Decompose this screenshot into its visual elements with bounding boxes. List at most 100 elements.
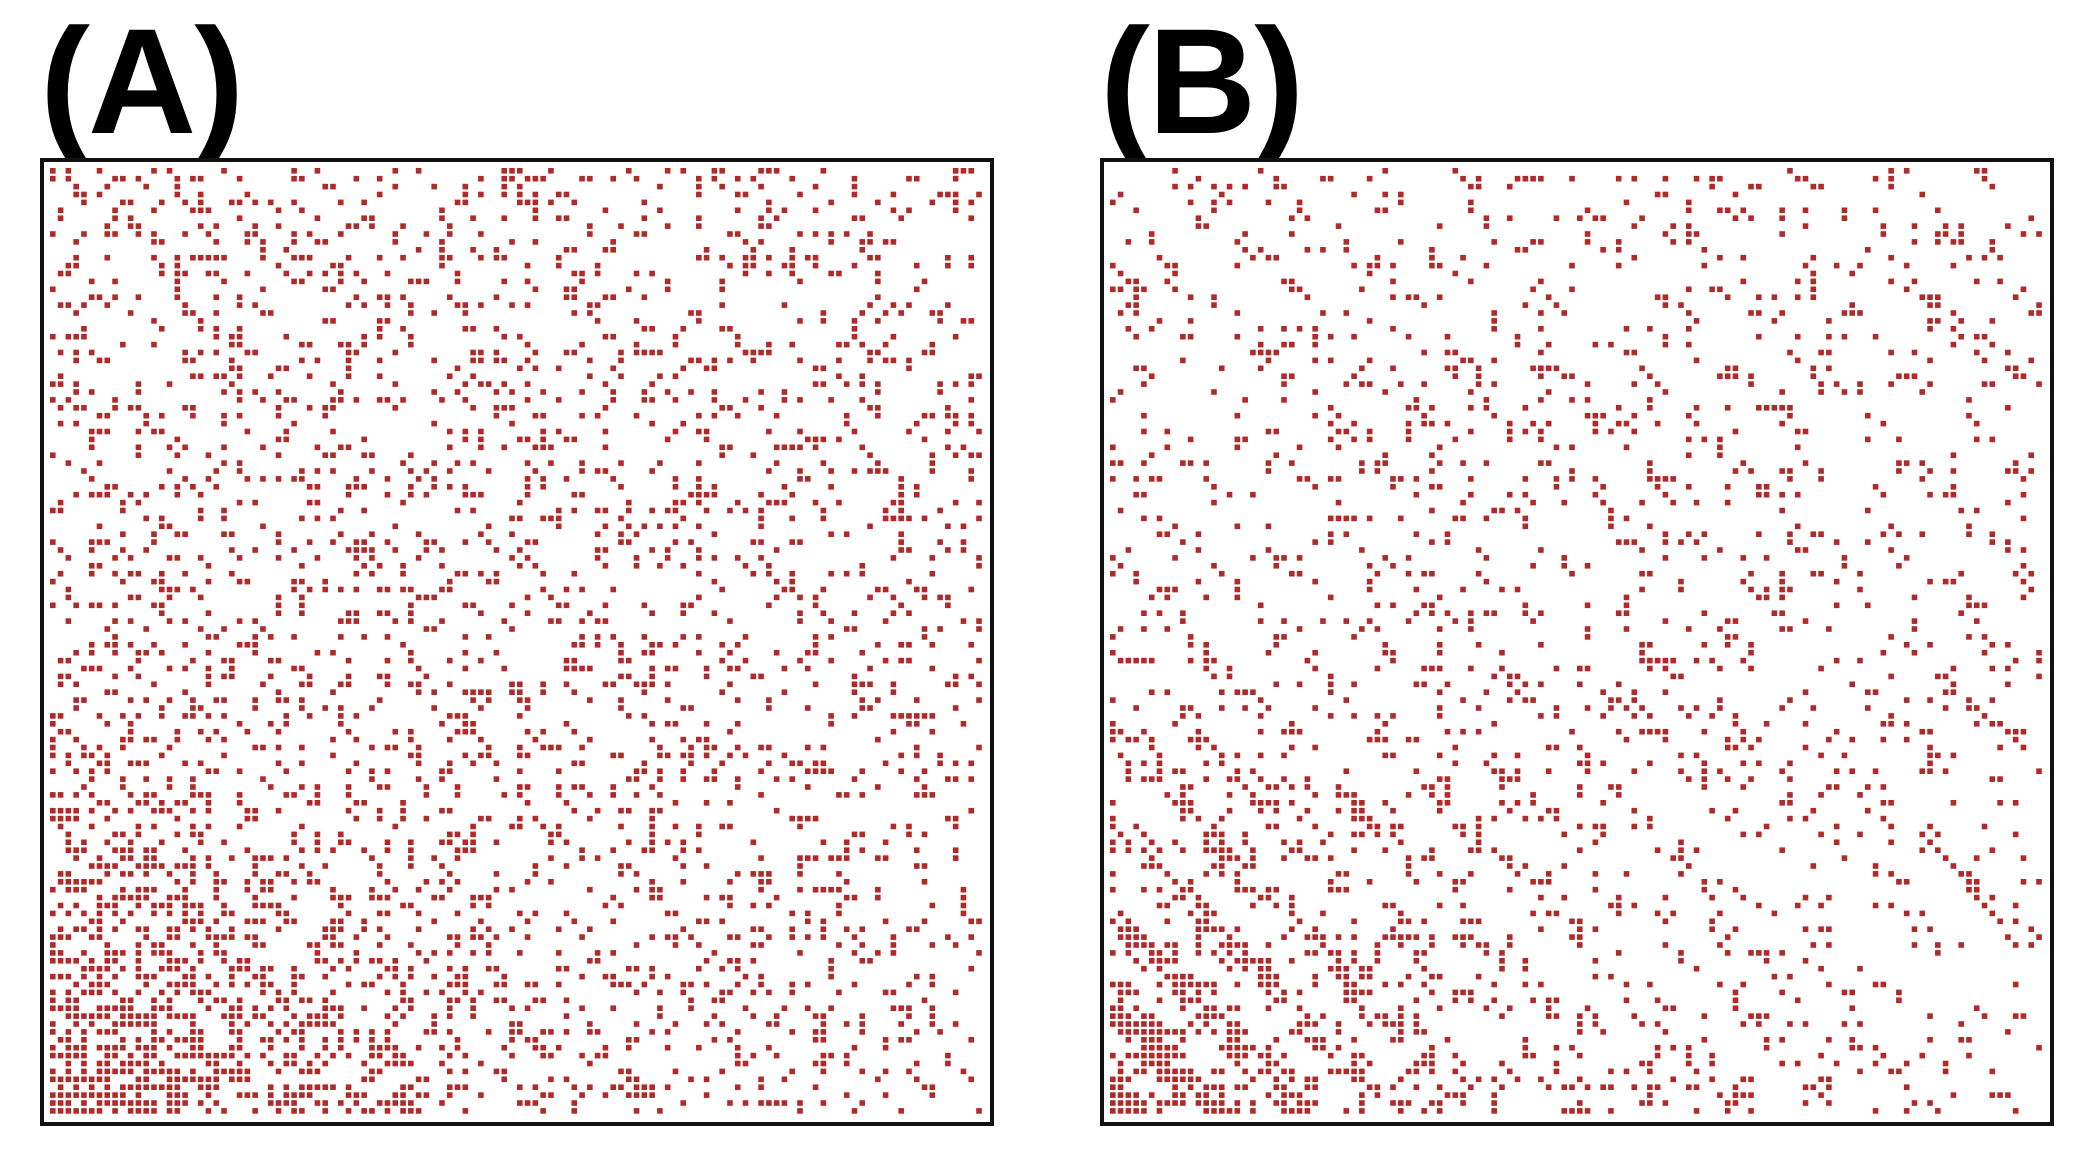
matrix-dot xyxy=(1218,689,1225,695)
matrix-dot xyxy=(361,452,367,458)
matrix-dot xyxy=(446,768,453,774)
matrix-dot xyxy=(571,570,578,577)
panel-b-matrix xyxy=(1100,158,2054,1126)
matrix-dot xyxy=(509,420,515,427)
matrix-dot xyxy=(766,879,772,885)
matrix-dot xyxy=(1911,278,1918,285)
matrix-dot xyxy=(1351,815,1357,822)
matrix-dot xyxy=(828,531,834,537)
matrix-dot xyxy=(384,586,391,593)
matrix-dot xyxy=(1880,223,1887,229)
matrix-dot xyxy=(50,752,56,759)
matrix-dot xyxy=(1662,918,1669,925)
matrix-dot xyxy=(337,199,344,206)
matrix-dot xyxy=(1250,349,1256,356)
matrix-dot xyxy=(1359,547,1365,553)
matrix-dot xyxy=(906,610,912,616)
matrix-dot xyxy=(166,1044,173,1051)
matrix-dot xyxy=(1678,302,1684,308)
matrix-dot xyxy=(470,491,476,498)
matrix-dot xyxy=(369,705,375,711)
matrix-dot xyxy=(408,618,414,624)
matrix-dot xyxy=(221,879,227,885)
matrix-dot xyxy=(1794,294,1801,300)
matrix-dot xyxy=(283,697,290,703)
matrix-dot xyxy=(1685,223,1692,229)
matrix-dot xyxy=(88,491,95,498)
matrix-dot xyxy=(174,926,181,932)
matrix-dot xyxy=(314,357,321,364)
matrix-dot xyxy=(135,902,142,909)
matrix-dot xyxy=(1312,981,1318,988)
matrix-dot xyxy=(1748,776,1754,782)
matrix-dot xyxy=(649,507,655,514)
matrix-dot xyxy=(680,420,687,427)
matrix-dot xyxy=(330,1084,336,1090)
matrix-dot xyxy=(875,278,881,285)
matrix-dot xyxy=(758,673,764,680)
matrix-dot xyxy=(781,752,788,759)
matrix-dot xyxy=(836,942,842,948)
matrix-dot xyxy=(384,302,391,308)
matrix-dot xyxy=(587,231,593,237)
matrix-dot xyxy=(1802,618,1809,624)
matrix-dot xyxy=(408,302,414,308)
matrix-dot xyxy=(291,973,297,980)
matrix-dot xyxy=(812,768,819,774)
matrix-dot xyxy=(1421,665,1427,672)
matrix-dot xyxy=(50,1021,56,1027)
matrix-dot xyxy=(672,397,679,403)
matrix-dot xyxy=(742,397,749,403)
matrix-dot xyxy=(376,1044,383,1051)
matrix-dot xyxy=(703,365,710,372)
matrix-dot xyxy=(1592,215,1599,221)
matrix-dot xyxy=(929,942,936,948)
matrix-dot xyxy=(1545,871,1552,877)
matrix-dot xyxy=(1903,262,1910,269)
matrix-dot xyxy=(439,863,445,869)
matrix-dot xyxy=(618,515,624,522)
matrix-dot xyxy=(143,863,149,869)
matrix-dot xyxy=(696,965,702,972)
matrix-dot xyxy=(524,397,531,403)
matrix-dot xyxy=(734,871,741,877)
matrix-dot xyxy=(540,823,546,830)
matrix-dot xyxy=(384,910,391,917)
matrix-dot xyxy=(1460,254,1466,261)
matrix-dot xyxy=(182,1052,188,1059)
matrix-dot xyxy=(174,254,181,261)
matrix-dot xyxy=(229,357,235,364)
matrix-dot xyxy=(1841,310,1848,316)
matrix-dot xyxy=(1226,934,1233,940)
matrix-dot xyxy=(610,389,616,395)
matrix-dot xyxy=(50,807,56,814)
matrix-dot xyxy=(1483,578,1490,585)
matrix-dot xyxy=(120,531,126,537)
matrix-dot xyxy=(127,871,134,877)
matrix-dot xyxy=(330,989,336,996)
matrix-dot xyxy=(1545,341,1552,348)
matrix-dot xyxy=(1833,768,1840,774)
matrix-dot xyxy=(197,507,204,514)
matrix-dot xyxy=(485,902,492,909)
matrix-dot xyxy=(1623,326,1630,332)
matrix-dot xyxy=(291,1013,297,1019)
matrix-dot xyxy=(1413,491,1420,498)
matrix-dot xyxy=(1366,262,1373,269)
matrix-dot xyxy=(594,855,601,861)
matrix-dot xyxy=(112,926,118,932)
matrix-dot xyxy=(73,333,79,340)
matrix-dot xyxy=(898,476,904,482)
matrix-dot xyxy=(1226,807,1233,814)
matrix-dot xyxy=(890,191,897,198)
matrix-dot xyxy=(1608,507,1614,514)
matrix-dot xyxy=(431,950,437,956)
matrix-dot xyxy=(1164,902,1171,909)
matrix-dot xyxy=(151,863,157,869)
matrix-dot xyxy=(1826,349,1832,356)
matrix-dot xyxy=(1732,721,1739,727)
matrix-dot xyxy=(57,373,64,379)
matrix-dot xyxy=(501,444,508,451)
matrix-dot xyxy=(1226,792,1233,798)
matrix-dot xyxy=(524,728,531,735)
